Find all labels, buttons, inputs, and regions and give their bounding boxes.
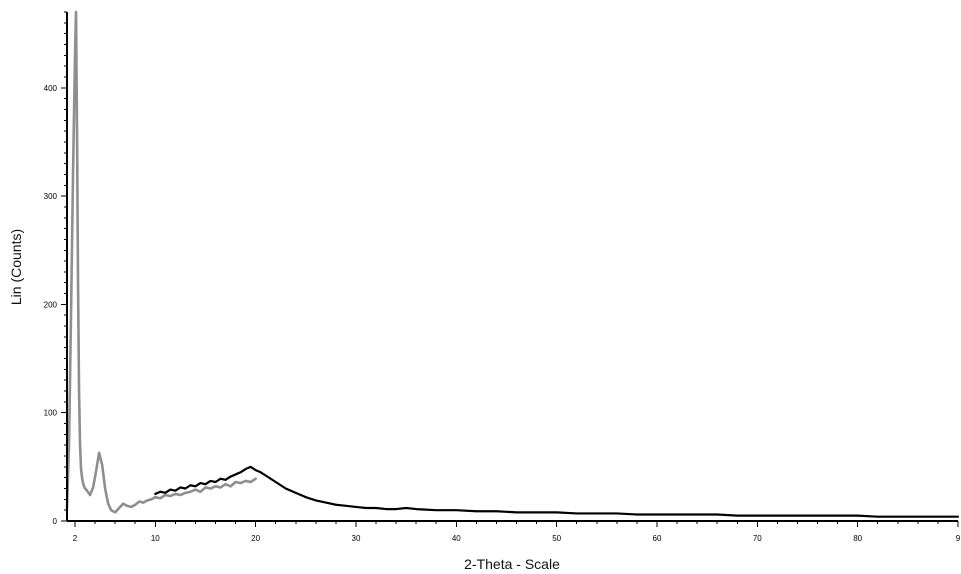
x-tick-label: 20 (251, 534, 260, 543)
y-axis-title: Lin (Counts) (8, 229, 24, 305)
x-axis-title: 2-Theta - Scale (464, 556, 560, 572)
y-tick-label: 400 (44, 84, 58, 93)
x-tick-label: 70 (753, 534, 762, 543)
x-tick-label: 60 (653, 534, 662, 543)
x-tick-label: 40 (452, 534, 461, 543)
x-tick-label: 30 (352, 534, 361, 543)
x-tick-label: 80 (853, 534, 862, 543)
y-tick-label: 100 (44, 409, 58, 418)
x-tick-label: 9 (956, 534, 961, 543)
x-tick-label: 50 (552, 534, 561, 543)
x-tick-label: 10 (151, 534, 160, 543)
black-pattern-line (154, 465, 960, 518)
axes (66, 12, 958, 522)
y-tick-label: 200 (44, 300, 58, 309)
y-tick-label: 0 (53, 517, 58, 526)
gray-pattern-line (65, 10, 257, 514)
x-tick-label: 2 (73, 534, 78, 543)
y-tick-label: 300 (44, 192, 58, 201)
plot-area (65, 10, 960, 518)
